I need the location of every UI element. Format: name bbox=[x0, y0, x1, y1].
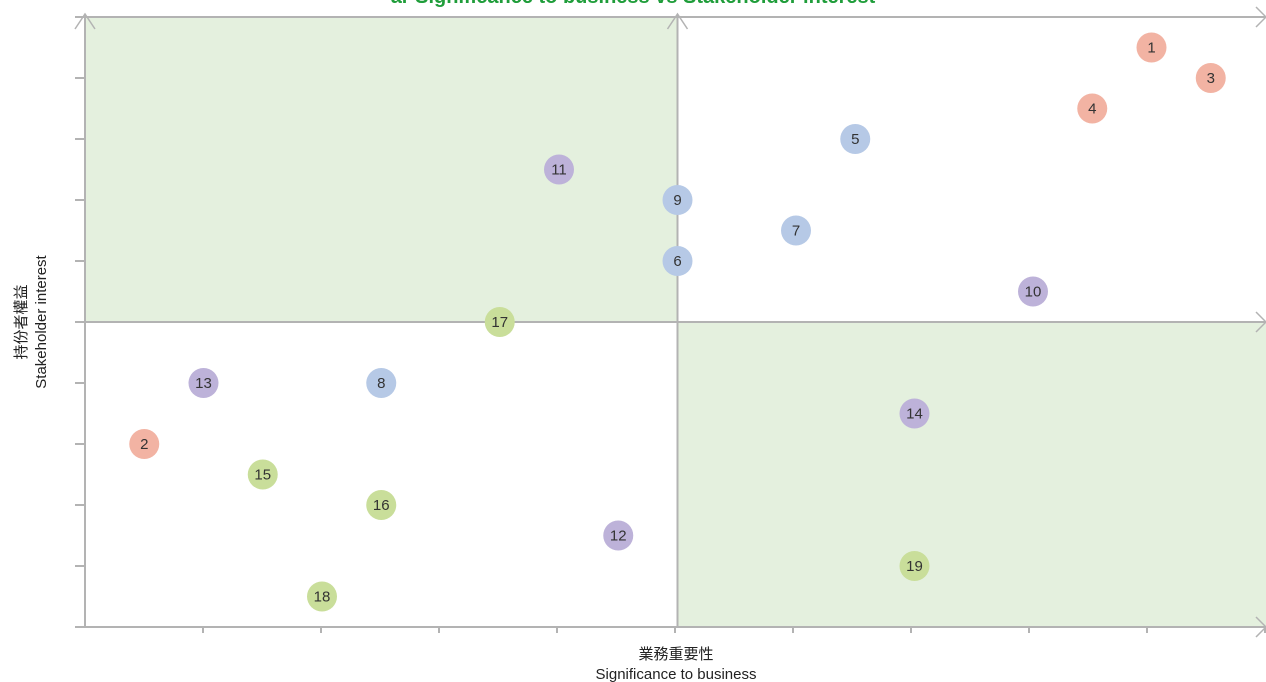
point-marker bbox=[484, 307, 515, 337]
quadrant-bottom-right bbox=[677, 322, 1266, 627]
data-point: 5 bbox=[840, 124, 871, 154]
point-label: 3 bbox=[1207, 70, 1215, 87]
point-label: 2 bbox=[140, 436, 148, 453]
point-label: 4 bbox=[1088, 101, 1096, 118]
data-point: 3 bbox=[1195, 63, 1226, 93]
point-label: 18 bbox=[314, 589, 331, 606]
arrowhead-right-top bbox=[1255, 6, 1266, 28]
point-marker bbox=[366, 368, 397, 398]
data-point: 19 bbox=[899, 551, 930, 581]
data-point: 12 bbox=[603, 520, 634, 551]
data-point: 6 bbox=[662, 246, 693, 276]
data-point: 13 bbox=[188, 368, 219, 398]
data-point: 9 bbox=[662, 185, 693, 215]
data-point: 10 bbox=[1018, 276, 1048, 307]
quadrant-backgrounds bbox=[85, 17, 1266, 627]
point-marker bbox=[1018, 276, 1048, 307]
point-label: 19 bbox=[906, 558, 923, 575]
point-marker bbox=[1195, 63, 1226, 93]
point-marker bbox=[366, 490, 397, 520]
arrowhead-right-x bbox=[1255, 616, 1266, 638]
y-axis-label-zh: 持份者權益 bbox=[13, 284, 30, 359]
data-point: 15 bbox=[247, 459, 278, 490]
point-label: 11 bbox=[551, 162, 567, 179]
data-point: 18 bbox=[307, 581, 337, 612]
point-label: 10 bbox=[1025, 284, 1042, 301]
x-axis-label-en: Significance to business bbox=[596, 666, 757, 682]
point-label: 1 bbox=[1147, 40, 1155, 57]
point-label: 12 bbox=[610, 528, 627, 545]
point-marker bbox=[1077, 93, 1108, 124]
point-marker bbox=[781, 215, 811, 246]
point-label: 14 bbox=[906, 406, 923, 423]
data-point: 4 bbox=[1077, 93, 1108, 124]
point-marker bbox=[247, 459, 278, 490]
point-marker bbox=[1136, 32, 1167, 63]
arrowhead-right-mid bbox=[1255, 311, 1266, 333]
point-marker bbox=[840, 124, 871, 154]
data-point: 14 bbox=[899, 398, 930, 429]
point-label: 6 bbox=[673, 253, 681, 270]
data-point: 2 bbox=[129, 429, 160, 459]
point-label: 15 bbox=[254, 467, 271, 484]
point-label: 17 bbox=[491, 314, 508, 331]
data-point: 8 bbox=[366, 368, 397, 398]
quadrant-top-left bbox=[85, 17, 678, 322]
point-marker bbox=[662, 246, 693, 276]
point-label: 8 bbox=[377, 375, 385, 392]
arrowhead-up-1 bbox=[666, 12, 689, 30]
chart-title: ar Significance to business vs Stakehold… bbox=[391, 0, 876, 8]
data-point: 11 bbox=[544, 154, 574, 185]
data-point: 7 bbox=[781, 215, 811, 246]
point-marker bbox=[662, 185, 693, 215]
point-label: 13 bbox=[195, 375, 212, 392]
point-label: 7 bbox=[792, 223, 800, 240]
point-marker bbox=[188, 368, 219, 398]
data-point: 16 bbox=[366, 490, 397, 520]
point-label: 9 bbox=[673, 192, 681, 209]
y-axis-label-en: Stakeholder interest bbox=[33, 254, 50, 388]
point-marker bbox=[899, 551, 930, 581]
point-marker bbox=[129, 429, 160, 459]
point-marker bbox=[603, 520, 634, 551]
data-point: 17 bbox=[484, 307, 515, 337]
arrowhead-up-0 bbox=[74, 12, 96, 30]
point-marker bbox=[899, 398, 930, 429]
axes bbox=[74, 6, 1266, 638]
data-point: 1 bbox=[1136, 32, 1167, 63]
x-axis-label-zh: 業務重要性 bbox=[638, 646, 713, 663]
point-label: 16 bbox=[373, 497, 390, 514]
point-label: 5 bbox=[851, 131, 859, 148]
point-marker bbox=[544, 154, 574, 185]
point-marker bbox=[307, 581, 337, 612]
